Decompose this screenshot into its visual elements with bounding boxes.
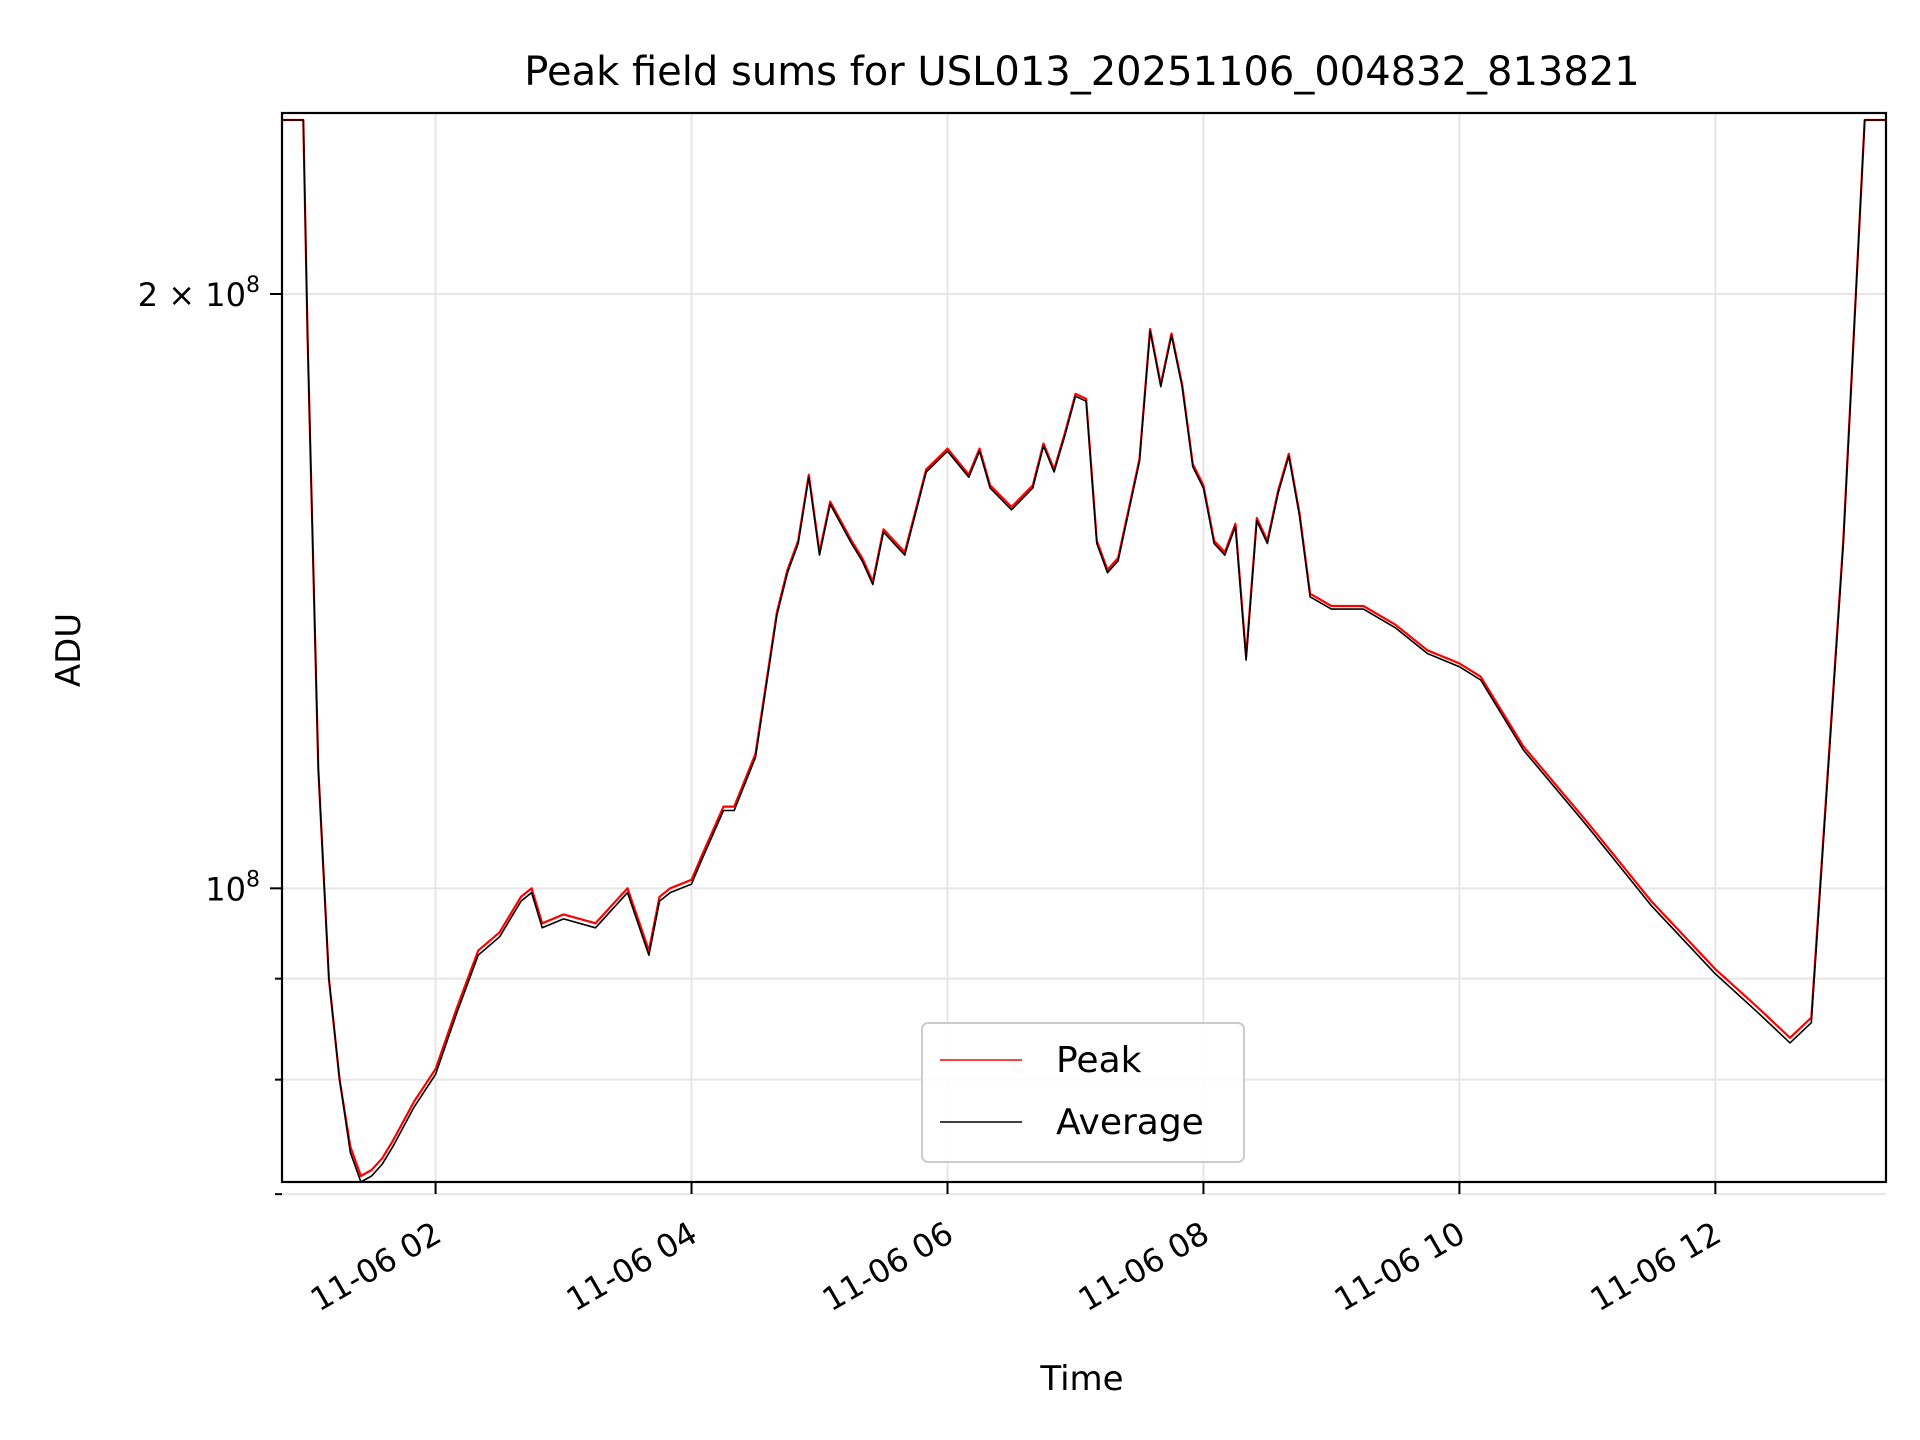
x-tick-label: 11-06 02	[304, 1214, 448, 1319]
plot-frame	[280, 111, 1888, 1184]
x-axis-label: Time	[1039, 1359, 1123, 1399]
x-axis-ticks: 11-06 02 11-06 04 11-06 06 11-06 08 11-06 10…	[304, 1182, 1727, 1319]
x-tick-label: 11-06 10	[1328, 1214, 1472, 1319]
series-line-peak	[282, 118, 1886, 1178]
y-axis-label: ADU	[49, 613, 89, 687]
x-tick-label: 11-06 12	[1584, 1214, 1728, 1319]
legend-box	[921, 1022, 1245, 1163]
y-axis-ticks: 108 2 × 108	[138, 273, 282, 1196]
x-tick-label: 11-06 06	[816, 1214, 960, 1319]
y-tick-label: 108	[205, 867, 260, 908]
grid-layer	[282, 113, 1886, 1196]
y-tick-label: 2 × 108	[138, 273, 260, 314]
series-layer	[282, 118, 1886, 1183]
legend: Peak Average	[921, 1022, 1245, 1163]
legend-label-peak: Peak	[1056, 1040, 1142, 1081]
series-line-average	[282, 119, 1886, 1183]
x-tick-label: 11-06 08	[1072, 1214, 1216, 1319]
legend-label-average: Average	[1056, 1102, 1204, 1143]
x-tick-label: 11-06 04	[560, 1214, 704, 1319]
chart-title: Peak field sums for USL013_20251106_0048…	[524, 49, 1639, 95]
